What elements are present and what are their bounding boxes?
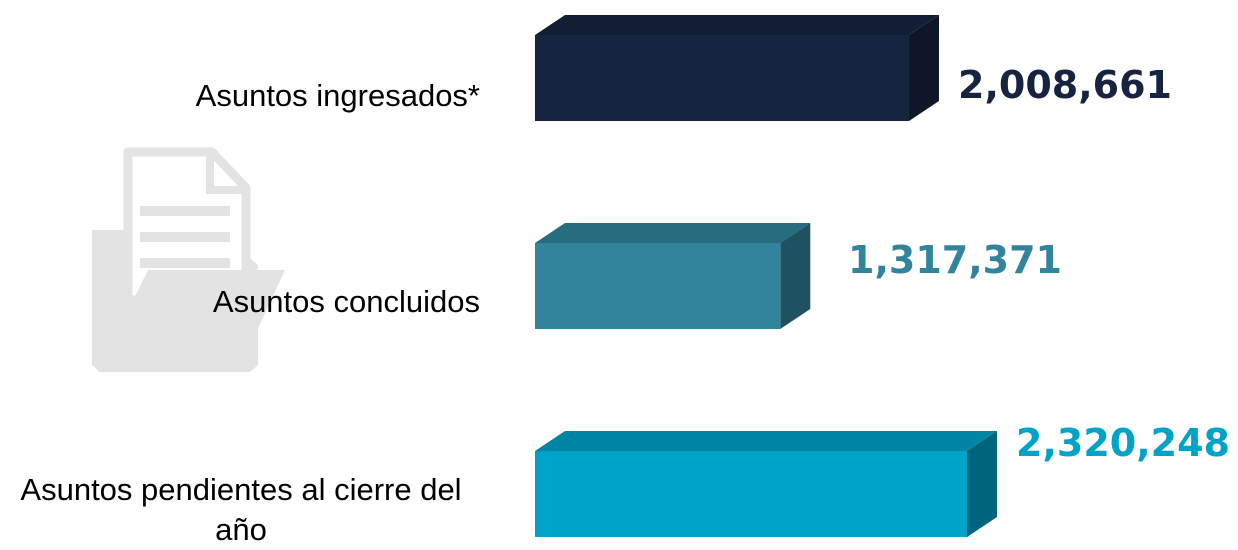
bar-pendientes-top [535,431,997,451]
value-label-concluidos: 1,317,371 [848,238,1062,282]
bar-ingresados-side [908,15,939,121]
value-label-ingresados: 2,008,661 [958,63,1172,107]
bar-pendientes-front [535,451,967,537]
category-label-concluidos: Asuntos concluidos [212,284,480,319]
bar-ingresados-front [535,35,909,121]
value-label-pendientes: 2,320,248 [1016,421,1230,465]
bar-concluidos-top [535,223,811,243]
category-label-pendientes: Asuntos pendientes al cierre del año [20,472,462,547]
bar-pendientes-side [967,431,997,537]
bar-pendientes [535,431,997,537]
bar-ingresados-top [535,15,939,35]
bar-concluidos-front [535,243,781,329]
bar-ingresados [535,15,939,121]
bar-concluidos-side [780,223,811,329]
category-label-ingresados: Asuntos ingresados* [195,78,480,113]
bar-concluidos [535,223,811,329]
